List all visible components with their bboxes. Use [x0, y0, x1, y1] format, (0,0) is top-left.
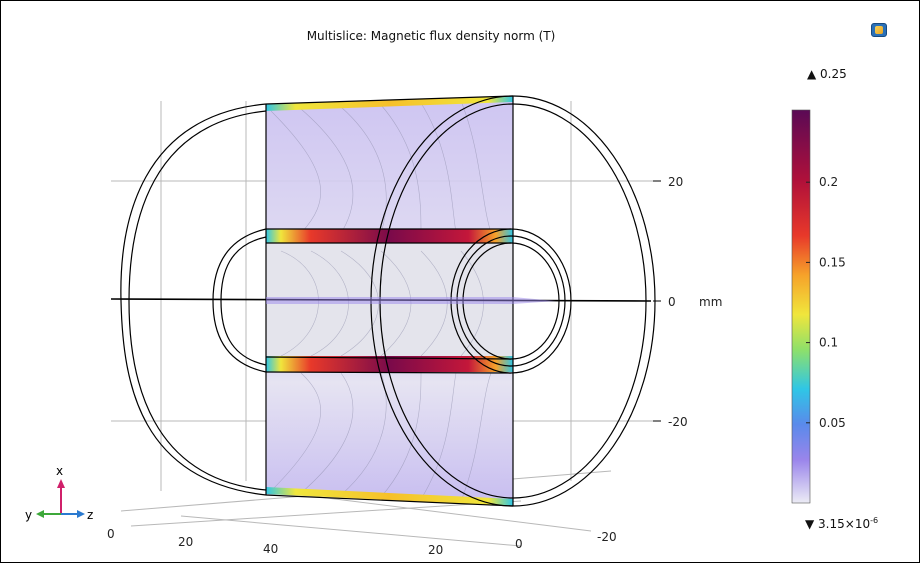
z-tick-label: -20 — [597, 530, 617, 544]
axis-unit-label: mm — [699, 295, 722, 309]
coordinate-triad: x y z — [25, 464, 93, 522]
legend-min-label: ▼ 3.15×10-6 — [805, 516, 879, 531]
magnet-bottom-strip — [266, 356, 513, 372]
color-legend-tick-label: 0.1 — [819, 336, 838, 350]
triad-x-label: x — [56, 464, 63, 478]
color-legend-tick-label: 0.15 — [819, 255, 846, 269]
color-legend-tick-label: 0.2 — [819, 175, 838, 189]
color-legend: 0.2 0.15 0.1 0.05 — [791, 109, 846, 504]
x-tick-label: 20 — [178, 535, 193, 549]
color-legend-tick-label: 0.05 — [819, 416, 846, 430]
legend-max-value: 0.25 — [820, 67, 847, 81]
z-tick-label: 0 — [515, 537, 523, 551]
x-tick-label: 0 — [107, 527, 115, 541]
bottom-axis: 0 20 40 20 0 -20 — [107, 527, 617, 557]
legend-max-label: ▲ 0.25 — [807, 67, 847, 81]
plot-title: Multislice: Magnetic flux density norm (… — [306, 29, 556, 43]
shell-bottom-strip — [266, 487, 513, 506]
scene-light-toggle-button[interactable] — [871, 23, 887, 37]
shell-top-strip — [266, 96, 513, 111]
y-tick-label: 0 — [668, 295, 676, 309]
light-icon — [875, 26, 883, 34]
triad-y-label: y — [25, 508, 32, 522]
vertical-axis: 20 0 -20 mm — [653, 175, 722, 429]
color-legend-bar — [791, 109, 811, 504]
triad-z-label: z — [87, 508, 93, 522]
y-tick-label: 20 — [668, 175, 683, 189]
magnet-top-strip — [266, 229, 513, 243]
legend-min-exponent: -6 — [870, 516, 879, 525]
color-legend-ticks: 0.2 0.15 0.1 0.05 — [806, 175, 846, 430]
z-tick-label: 20 — [428, 543, 443, 557]
legend-min-mantissa: 3.15×10 — [818, 517, 871, 531]
x-tick-label: 40 — [263, 542, 278, 556]
y-tick-label: -20 — [668, 415, 688, 429]
horizontal-slice — [266, 297, 556, 304]
